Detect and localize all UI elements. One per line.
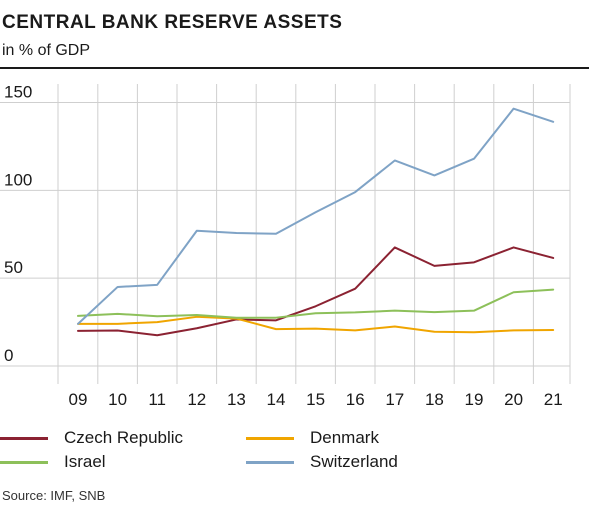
x-tick-label: 20 — [504, 390, 523, 409]
legend-swatch — [246, 437, 294, 440]
x-tick-label: 17 — [385, 390, 404, 409]
series-line-czech-republic — [77, 246, 555, 337]
x-tick-label: 16 — [346, 390, 365, 409]
line-chart: 0 50 100 150 09 10 11 12 13 14 15 16 17 18 19 20 21 — [0, 83, 571, 410]
chart-legend: Czech Republic Denmark Israel Switzerland — [0, 428, 589, 478]
series-line-denmark — [77, 315, 555, 334]
legend-swatch — [246, 461, 294, 464]
x-tick-label: 11 — [148, 390, 166, 409]
chart-subtitle: in % of GDP — [2, 42, 91, 59]
x-tick-label: 19 — [465, 390, 484, 409]
x-tick-label: 18 — [425, 390, 444, 409]
legend-item-israel: Israel — [0, 452, 240, 474]
legend-item-switzerland: Switzerland — [246, 452, 486, 474]
y-tick-label: 100 — [4, 170, 32, 189]
x-tick-label: 13 — [227, 390, 246, 409]
y-tick-label: 0 — [4, 346, 13, 365]
legend-label: Israel — [64, 452, 106, 471]
chart-title: CENTRAL BANK RESERVE ASSETS — [2, 12, 343, 33]
x-tick-label: 09 — [69, 390, 88, 409]
legend-item-czech-republic: Czech Republic — [0, 428, 240, 450]
source-note: Source: IMF, SNB — [2, 488, 106, 503]
series-line-switzerland — [77, 107, 555, 325]
chart-series — [77, 107, 555, 337]
x-tick-label: 12 — [187, 390, 206, 409]
legend-item-denmark: Denmark — [246, 428, 486, 450]
legend-label: Switzerland — [310, 452, 398, 471]
legend-swatch — [0, 437, 48, 440]
x-tick-label: 21 — [544, 390, 563, 409]
chart-grid — [0, 84, 571, 384]
legend-label: Denmark — [310, 428, 379, 447]
y-tick-label: 50 — [4, 258, 23, 277]
y-tick-label: 150 — [4, 83, 32, 102]
legend-swatch — [0, 461, 48, 464]
chart-tick-labels: 0 50 100 150 09 10 11 12 13 14 15 16 17 18 19 20 21 — [4, 83, 563, 410]
legend-label: Czech Republic — [64, 428, 184, 447]
x-tick-label: 10 — [108, 390, 127, 409]
title-divider — [0, 67, 589, 69]
series-line-israel — [77, 288, 555, 319]
x-tick-label: 14 — [267, 390, 286, 409]
x-tick-label: 15 — [306, 390, 325, 409]
